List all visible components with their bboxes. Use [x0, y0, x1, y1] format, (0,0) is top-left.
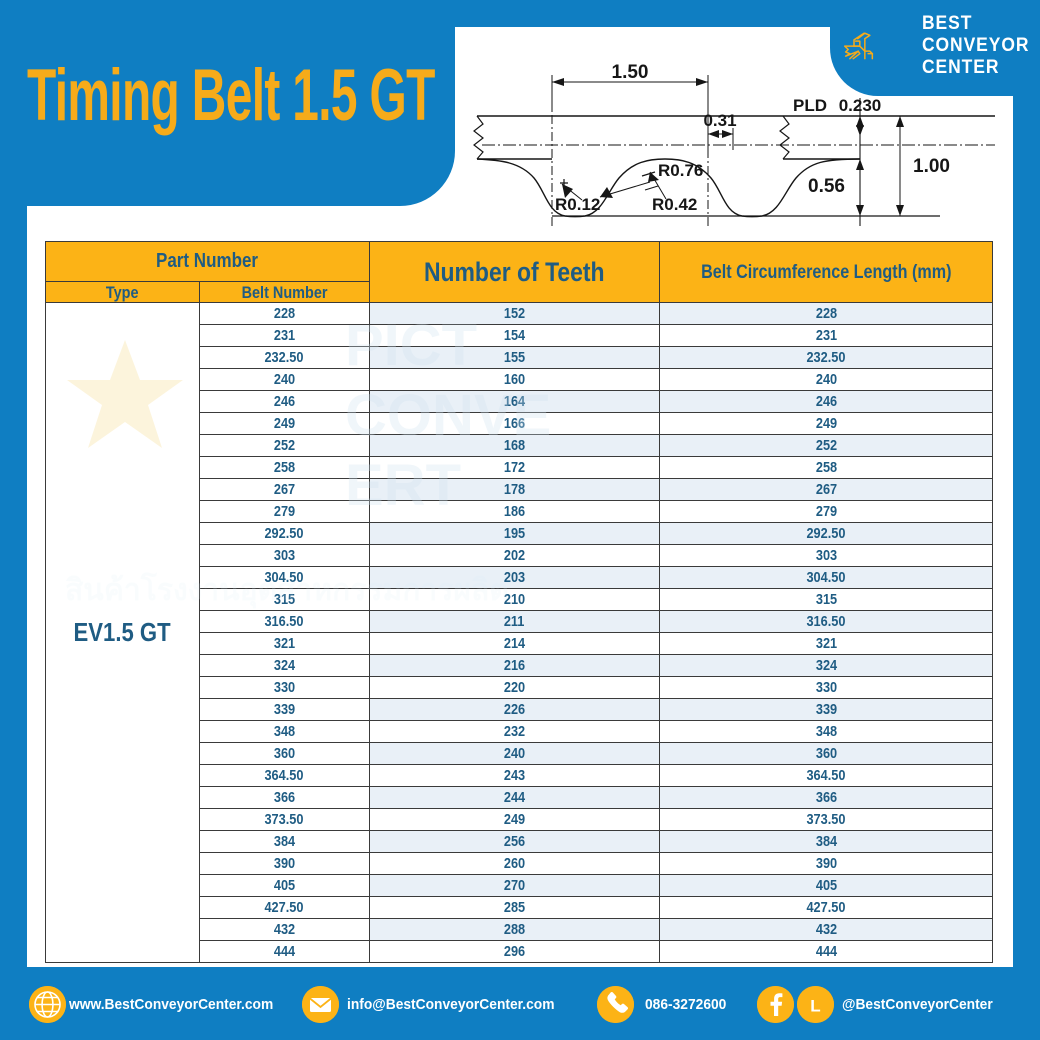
svg-text:L: L — [810, 997, 820, 1016]
svg-text:R0.76: R0.76 — [658, 161, 703, 180]
svg-text:0.31: 0.31 — [703, 111, 736, 130]
svg-text:R0.12: R0.12 — [555, 195, 600, 214]
svg-text:1.50: 1.50 — [612, 62, 649, 83]
svg-text:1.00: 1.00 — [913, 156, 950, 177]
svg-text:R0.42: R0.42 — [652, 195, 697, 214]
svg-text:PLD: PLD — [793, 96, 827, 115]
svg-text:0.56: 0.56 — [808, 176, 845, 197]
svg-text:0.230: 0.230 — [839, 96, 882, 115]
